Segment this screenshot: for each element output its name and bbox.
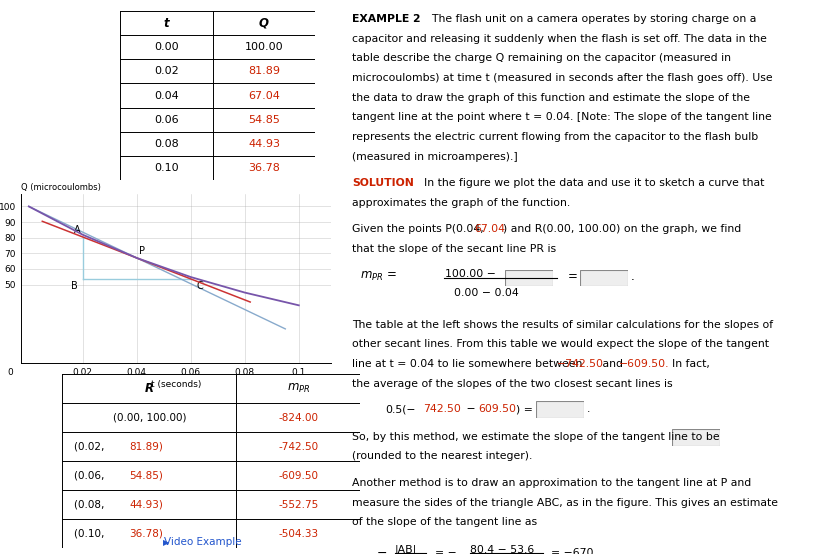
Text: (rounded to the nearest integer).: (rounded to the nearest integer).: [351, 452, 532, 461]
Text: =: =: [567, 270, 577, 283]
Text: -824.00: -824.00: [278, 413, 318, 423]
Text: 54.85: 54.85: [248, 115, 280, 125]
Text: A: A: [74, 225, 80, 235]
Text: measure the sides of the triangle ABC, as in the figure. This gives an estimate: measure the sides of the triangle ABC, a…: [351, 497, 777, 507]
Text: Video Example: Video Example: [164, 537, 241, 547]
Text: 0.02: 0.02: [154, 66, 179, 76]
Text: 81.89: 81.89: [248, 66, 280, 76]
Text: 44.93: 44.93: [248, 139, 280, 149]
Text: -609.50: -609.50: [278, 471, 318, 481]
Text: B: B: [70, 281, 77, 291]
Text: SOLUTION: SOLUTION: [351, 178, 414, 188]
Text: 0.5(−: 0.5(−: [385, 404, 415, 414]
Text: the average of the slopes of the two closest secant lines is: the average of the slopes of the two clo…: [351, 379, 672, 389]
Text: 67.04: 67.04: [474, 224, 504, 234]
Text: 100.00 −: 100.00 −: [445, 269, 495, 279]
Text: of the slope of the tangent line as: of the slope of the tangent line as: [351, 517, 537, 527]
Text: 742.50: 742.50: [423, 404, 461, 414]
Text: t: t: [164, 17, 170, 30]
Text: 36.78): 36.78): [129, 529, 163, 539]
Text: 0.08: 0.08: [154, 139, 179, 149]
Text: −742.50: −742.50: [556, 359, 603, 369]
Text: microcoulombs) at time t (measured in seconds after the flash goes off). Use: microcoulombs) at time t (measured in se…: [351, 73, 772, 83]
Text: 81.89): 81.89): [129, 442, 163, 452]
Text: (0.08,: (0.08,: [74, 500, 108, 510]
Text: R: R: [145, 382, 154, 395]
Text: In the figure we plot the data and use it to sketch a curve that: In the figure we plot the data and use i…: [417, 178, 764, 188]
Text: 0.00 − 0.04: 0.00 − 0.04: [453, 288, 518, 298]
Text: 80.4 − 53.6: 80.4 − 53.6: [470, 545, 534, 554]
Text: 54.85): 54.85): [129, 471, 163, 481]
Text: 100.00: 100.00: [245, 42, 283, 52]
Text: In fact,: In fact,: [664, 359, 709, 369]
Text: Another method is to draw an approximation to the tangent line at P and: Another method is to draw an approximati…: [351, 478, 750, 488]
Text: Q (microcoulombs): Q (microcoulombs): [21, 183, 100, 192]
Text: table describe the charge Q remaining on the capacitor (measured in: table describe the charge Q remaining on…: [351, 53, 730, 63]
Text: ▶: ▶: [163, 538, 170, 547]
Text: other secant lines. From this table we would expect the slope of the tangent: other secant lines. From this table we w…: [351, 340, 768, 350]
Text: (0.06,: (0.06,: [74, 471, 108, 481]
Text: 0.06: 0.06: [155, 115, 179, 125]
Text: 0.04: 0.04: [154, 90, 179, 101]
Text: = −: = −: [434, 548, 456, 554]
Text: P: P: [139, 246, 146, 256]
Text: line at t = 0.04 to lie somewhere between: line at t = 0.04 to lie somewhere betwee…: [351, 359, 585, 369]
Text: = −670.: = −670.: [551, 548, 596, 554]
Text: -504.33: -504.33: [278, 529, 318, 539]
Text: The table at the left shows the results of similar calculations for the slopes o: The table at the left shows the results …: [351, 320, 772, 330]
Text: the data to draw the graph of this function and estimate the slope of the: the data to draw the graph of this funct…: [351, 93, 749, 102]
Text: ) and R(0.00, 100.00) on the graph, we find: ) and R(0.00, 100.00) on the graph, we f…: [502, 224, 740, 234]
Text: and: and: [598, 359, 625, 369]
Text: represents the electric current flowing from the capacitor to the flash bulb: represents the electric current flowing …: [351, 132, 758, 142]
Text: 609.50: 609.50: [477, 404, 515, 414]
Text: (0.10,: (0.10,: [74, 529, 108, 539]
Text: (0.02,: (0.02,: [74, 442, 108, 452]
Text: So, by this method, we estimate the slope of the tangent line to be: So, by this method, we estimate the slop…: [351, 432, 719, 442]
Text: 0.10: 0.10: [155, 163, 179, 173]
Text: ) =: ) =: [515, 404, 532, 414]
Text: (measured in microamperes).]: (measured in microamperes).]: [351, 151, 517, 162]
Text: tangent line at the point where t = 0.04. [Note: The slope of the tangent line: tangent line at the point where t = 0.04…: [351, 112, 771, 122]
Text: approximates the graph of the function.: approximates the graph of the function.: [351, 198, 570, 208]
Text: $m_{PR}$ =: $m_{PR}$ =: [360, 270, 396, 284]
Text: |AB|: |AB|: [394, 545, 417, 554]
Text: 0: 0: [7, 367, 12, 377]
Text: -552.75: -552.75: [278, 500, 318, 510]
Text: .: .: [630, 270, 634, 283]
Text: EXAMPLE 2: EXAMPLE 2: [351, 14, 420, 24]
Text: Given the points P(0.04,: Given the points P(0.04,: [351, 224, 486, 234]
Text: −: −: [462, 404, 478, 414]
Text: −609.50.: −609.50.: [619, 359, 669, 369]
Text: capacitor and releasing it suddenly when the flash is set off. The data in the: capacitor and releasing it suddenly when…: [351, 34, 766, 44]
Text: -742.50: -742.50: [278, 442, 318, 452]
X-axis label: t (seconds): t (seconds): [151, 379, 201, 388]
Text: −: −: [376, 547, 387, 554]
Text: 44.93): 44.93): [129, 500, 163, 510]
Text: 0.00: 0.00: [155, 42, 179, 52]
Text: 67.04: 67.04: [248, 90, 280, 101]
Text: .: .: [586, 404, 590, 414]
Text: Q: Q: [259, 17, 269, 30]
Text: C: C: [196, 281, 203, 291]
Text: $m_{PR}$: $m_{PR}$: [286, 382, 309, 395]
Text: that the slope of the secant line PR is: that the slope of the secant line PR is: [351, 244, 556, 254]
Text: 36.78: 36.78: [248, 163, 280, 173]
Text: The flash unit on a camera operates by storing charge on a: The flash unit on a camera operates by s…: [424, 14, 755, 24]
Text: (0.00, 100.00): (0.00, 100.00): [112, 413, 186, 423]
